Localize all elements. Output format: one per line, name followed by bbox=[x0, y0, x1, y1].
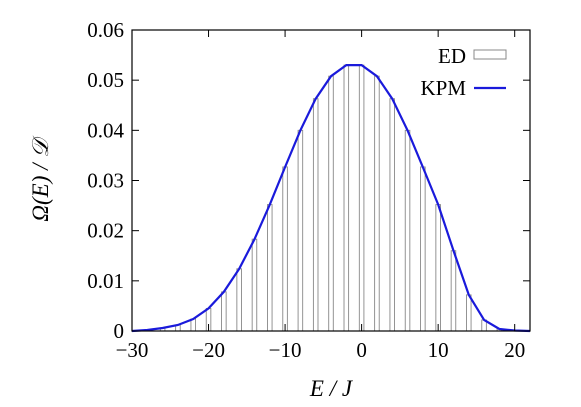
ed-histogram bbox=[159, 64, 518, 332]
x-tick-label: −10 bbox=[269, 338, 302, 362]
x-axis-label: E / J bbox=[309, 376, 354, 401]
ed-bar bbox=[251, 238, 258, 332]
ed-bar bbox=[389, 98, 395, 332]
y-tick-label: 0.03 bbox=[87, 169, 124, 193]
y-tick-label: 0.01 bbox=[87, 269, 124, 293]
legend-label-ed: ED bbox=[438, 44, 466, 68]
axis-ticks bbox=[131, 29, 530, 332]
ed-bar bbox=[466, 294, 472, 332]
x-tick-label: 10 bbox=[428, 338, 449, 362]
ed-bar bbox=[358, 64, 365, 332]
x-tick-label: −20 bbox=[192, 338, 225, 362]
ed-bar bbox=[221, 291, 227, 332]
ed-bar bbox=[297, 129, 304, 332]
ed-bar bbox=[420, 166, 426, 332]
legend-swatch-ed bbox=[473, 49, 507, 60]
ed-bar bbox=[374, 75, 380, 332]
y-axis-label: Ω(E) / 𝒟 bbox=[28, 135, 53, 222]
ed-bar bbox=[312, 98, 319, 332]
y-tick-label: 0.02 bbox=[87, 219, 124, 243]
x-tick-label: 0 bbox=[356, 338, 367, 362]
ed-bar bbox=[404, 129, 411, 332]
x-tick-label: 20 bbox=[504, 338, 525, 362]
ed-bar bbox=[267, 204, 273, 332]
kpm-curve bbox=[131, 63, 531, 333]
ed-bar bbox=[328, 75, 334, 332]
legend-label-kpm: KPM bbox=[420, 76, 466, 100]
x-tick-label: −30 bbox=[116, 338, 149, 362]
y-tick-label: 0 bbox=[114, 319, 125, 343]
tick-labels: −30 −20 −10 0 10 20 0 0.01 0.02 0.03 0.04 0.05 0.06 bbox=[87, 18, 525, 362]
y-tick-label: 0.06 bbox=[87, 18, 124, 42]
legend: ED KPM bbox=[420, 44, 507, 100]
ed-bar bbox=[450, 250, 457, 332]
ed-bar bbox=[236, 268, 242, 332]
ed-bar bbox=[343, 64, 350, 332]
ed-bar bbox=[435, 204, 441, 332]
y-tick-label: 0.05 bbox=[87, 68, 124, 92]
y-tick-label: 0.04 bbox=[87, 118, 124, 142]
ed-bar bbox=[282, 166, 288, 332]
